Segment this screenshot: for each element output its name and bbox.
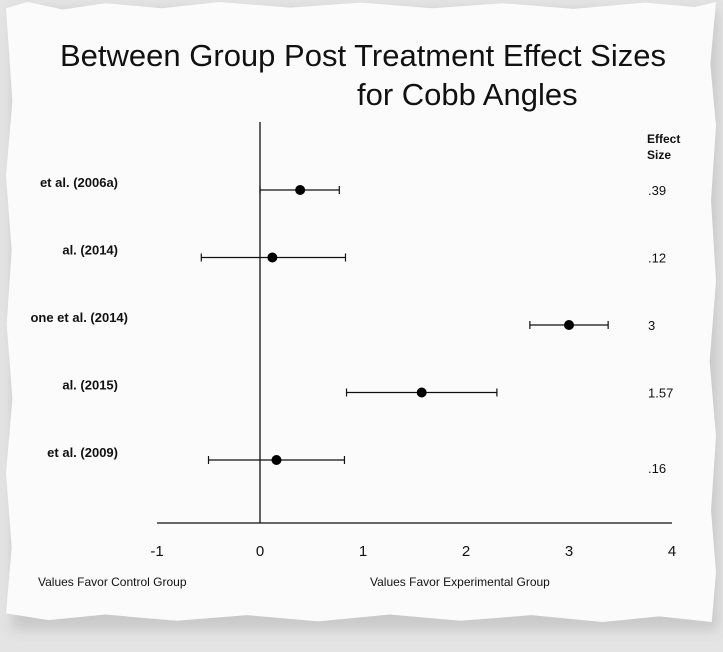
study-label: al. (2014) bbox=[62, 243, 118, 258]
effect-size-value: 3 bbox=[648, 318, 655, 333]
effect-point bbox=[271, 455, 282, 465]
x-label-right: Values Favor Experimental Group bbox=[370, 575, 550, 589]
study-label: et al. (2006a) bbox=[40, 175, 118, 190]
effect-size-value: 1.57 bbox=[648, 386, 673, 401]
x-tick-label: 2 bbox=[462, 543, 470, 560]
paper-sheet bbox=[6, 2, 716, 622]
effect-size-header-line2: Size bbox=[647, 148, 671, 162]
study-label: one et al. (2014) bbox=[30, 310, 128, 325]
effect-size-value: .16 bbox=[648, 461, 666, 476]
chart-title-line1: Between Group Post Treatment Effect Size… bbox=[60, 38, 666, 73]
effect-point bbox=[295, 185, 306, 195]
study-label: et al. (2009) bbox=[47, 445, 118, 460]
effect-point bbox=[267, 252, 278, 263]
effect-point bbox=[416, 387, 427, 398]
x-tick-label: -1 bbox=[150, 543, 163, 560]
x-tick-label: 4 bbox=[668, 543, 676, 560]
effect-size-value: .39 bbox=[648, 183, 666, 198]
x-label-left: Values Favor Control Group bbox=[38, 575, 187, 589]
chart-title-line2: for Cobb Angles bbox=[357, 77, 578, 112]
study-label: al. (2015) bbox=[62, 378, 118, 393]
effect-size-value: .12 bbox=[648, 251, 666, 266]
x-tick-label: 3 bbox=[565, 543, 573, 560]
effect-point bbox=[564, 320, 574, 330]
x-tick-label: 0 bbox=[256, 543, 264, 560]
effect-size-header-line1: Effect bbox=[647, 132, 680, 146]
x-tick-label: 1 bbox=[359, 543, 367, 560]
